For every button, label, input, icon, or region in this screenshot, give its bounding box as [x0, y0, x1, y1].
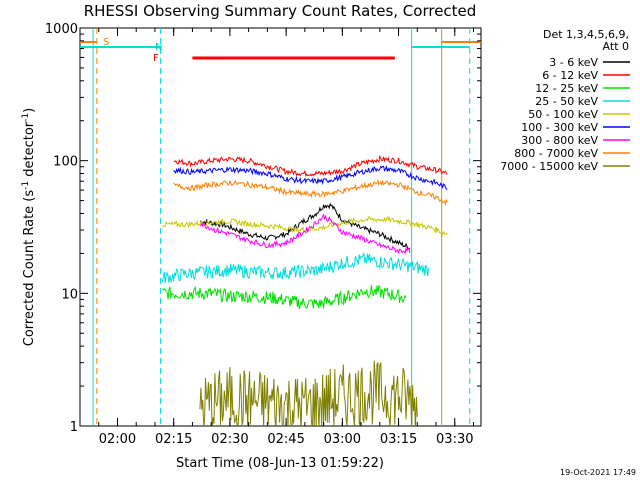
series-line-3-6-keV: [199, 202, 411, 250]
legend-label: 800 - 7000 keV: [514, 147, 598, 160]
y-axis-label-exp2: -1: [21, 113, 31, 122]
instrument-state-lines: [80, 28, 481, 426]
series-line-100-300-keV: [173, 164, 448, 190]
series-line-6-12-keV: [173, 154, 448, 178]
x-tick-label: 02:30: [211, 432, 248, 447]
y-axis-label-exp1: -1: [21, 181, 31, 190]
series-line-7000-15000-keV: [199, 360, 418, 426]
series-line-300-800-keV: [199, 213, 411, 255]
series-line-25-50-keV: [161, 251, 429, 284]
legend-label: 50 - 100 keV: [528, 108, 598, 121]
y-tick-label: 1: [70, 420, 78, 435]
chart-title: RHESSI Observing Summary Count Rates, Co…: [84, 2, 477, 20]
series-layer: [161, 154, 448, 426]
series-line-12-25-keV: [162, 284, 407, 310]
legend-label: 100 - 300 keV: [521, 121, 598, 134]
flag-f-label: F: [153, 53, 159, 64]
x-tick-label: 02:15: [155, 432, 192, 447]
y-tick-label: 10: [61, 287, 78, 302]
axes-layer: 02:00 02:15 02:30 02:45 03:00 03:15 03:30 1 10 10…: [45, 22, 481, 447]
y-tick-label: 1000: [45, 22, 78, 37]
x-tick-label: 02:00: [99, 432, 136, 447]
legend-label: 25 - 50 keV: [535, 95, 598, 108]
y-axis-label-end: ): [22, 108, 37, 113]
y-axis-label-main: Corrected Count Rate (s: [22, 190, 37, 347]
x-tick-label: 02:45: [267, 432, 304, 447]
x-tick-label: 03:15: [380, 432, 417, 447]
y-axis-label: Corrected Count Rate (s-1 detector-1): [21, 108, 37, 346]
y-axis-label-mid: detector: [22, 121, 37, 181]
plot-frame: [79, 27, 482, 427]
legend-label: 300 - 800 keV: [521, 134, 598, 147]
x-tick-label: 03:30: [436, 432, 473, 447]
legend-label: 12 - 25 keV: [535, 82, 598, 95]
legend-label: 6 - 12 keV: [542, 69, 598, 82]
legend-label: 7000 - 15000 keV: [500, 160, 598, 173]
timestamp: 19-Oct-2021 17:49: [560, 468, 636, 477]
legend-label: 3 - 6 keV: [549, 56, 598, 69]
y-tick-label: 100: [53, 155, 78, 170]
x-tick-label: 03:00: [324, 432, 361, 447]
flag-s-label: S: [103, 37, 109, 48]
x-axis-label: Start Time (08-Jun-13 01:59:22): [176, 456, 384, 471]
series-line-800-7000-keV: [173, 179, 448, 206]
legend-header-line2: Att 0: [603, 40, 629, 53]
legend-header-line1: Det 1,3,4,5,6,9,: [543, 28, 629, 41]
flag-n-label: N: [155, 42, 162, 53]
